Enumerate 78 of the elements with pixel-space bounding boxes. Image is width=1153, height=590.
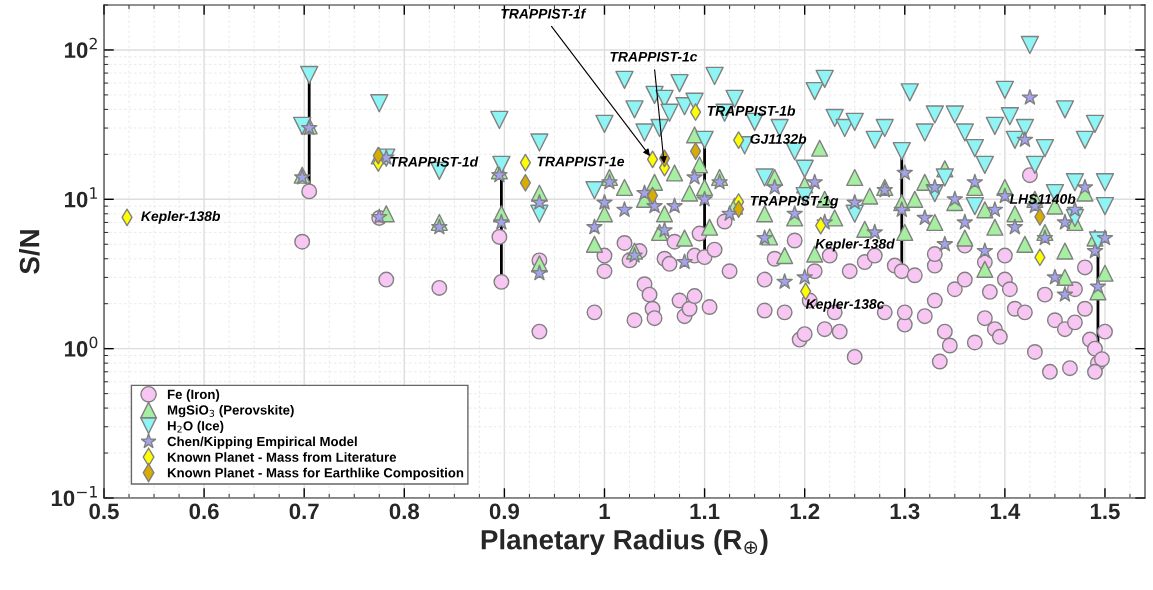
point <box>711 173 728 190</box>
annotation: GJ1132b <box>750 133 807 144</box>
point <box>893 201 910 217</box>
x-tick-label: 1.4 <box>990 503 1021 519</box>
point <box>686 168 703 185</box>
annotation: Kepler-138c <box>805 298 885 312</box>
x-tick-label: 1.3 <box>890 503 920 520</box>
legend-label: Chen/Kipping Empirical Model <box>167 436 357 449</box>
annotation: Kepler-138d <box>815 238 895 252</box>
point <box>896 164 913 181</box>
y-tick-label: 10$^{1}$ <box>64 187 97 208</box>
point <box>936 235 954 252</box>
point <box>986 201 1004 217</box>
annotation: TRAPPIST-1e <box>537 156 625 167</box>
point <box>531 264 548 281</box>
x-tick-label: 1.5 <box>1090 503 1120 520</box>
point <box>656 221 673 238</box>
point <box>666 197 683 214</box>
point <box>1021 88 1039 105</box>
point <box>616 201 633 217</box>
annotation: TRAPPIST-1d <box>390 156 479 167</box>
point <box>1086 242 1104 259</box>
legend-label: H$_{2}$O (Ice) <box>167 420 224 434</box>
legend-label: MgSiO$_{3}$ (Perovskite) <box>167 404 294 418</box>
point <box>1096 229 1114 246</box>
x-tick-label: 0.8 <box>389 503 420 520</box>
point <box>1056 286 1074 302</box>
point <box>1076 178 1094 195</box>
x-tick-label: 0.6 <box>189 503 219 520</box>
point <box>966 173 984 190</box>
annotation: TRAPPIST-1b <box>707 105 796 116</box>
point <box>431 218 448 235</box>
annotation: LHS1140b <box>1009 193 1076 204</box>
x-tick-label: 1.2 <box>790 503 820 519</box>
point <box>601 173 618 190</box>
point <box>756 229 773 246</box>
point <box>646 197 663 214</box>
x-tick-label: 0.9 <box>489 503 520 520</box>
point <box>732 200 745 218</box>
x-axis-title: Planetary Radius (R$_{⊕}$) <box>481 529 768 556</box>
annotation: Kepler-138b <box>141 210 221 224</box>
point <box>1056 213 1074 230</box>
point <box>493 213 510 230</box>
point <box>846 194 863 210</box>
point <box>926 178 944 195</box>
point <box>946 190 964 207</box>
point <box>916 209 934 226</box>
point <box>1016 131 1034 147</box>
point <box>776 273 793 289</box>
x-tick-label: 0.7 <box>289 503 319 520</box>
point <box>626 246 643 263</box>
point <box>956 213 974 230</box>
legend-label: Fe (Iron) <box>167 389 220 402</box>
point <box>531 194 548 210</box>
x-tick-label: 1.1 <box>690 503 720 519</box>
point <box>696 190 713 207</box>
point <box>689 103 702 121</box>
point <box>806 173 823 190</box>
annotation: TRAPPIST-1f <box>501 8 587 19</box>
y-tick-label: 10$^{0}$ <box>64 336 98 357</box>
y-axis-title: S/N <box>19 230 40 274</box>
point <box>1036 229 1054 246</box>
point <box>596 194 613 210</box>
point <box>766 178 783 195</box>
legend-label: Known Planet - Mass from Literature <box>167 452 397 462</box>
y-tick-label: 10$^{2}$ <box>64 37 97 59</box>
point <box>491 166 508 183</box>
point <box>796 268 813 285</box>
point <box>676 253 693 270</box>
x-tick-label: 1 <box>599 503 611 519</box>
annotation: TRAPPIST-1g <box>750 195 839 209</box>
legend-label: Known Planet - Mass for Earthlike Composition <box>167 467 464 481</box>
point <box>1006 218 1024 235</box>
point <box>976 242 994 259</box>
point <box>586 218 603 235</box>
point <box>1089 278 1107 294</box>
point <box>1046 268 1064 285</box>
annotation: TRAPPIST-1c <box>610 51 698 62</box>
